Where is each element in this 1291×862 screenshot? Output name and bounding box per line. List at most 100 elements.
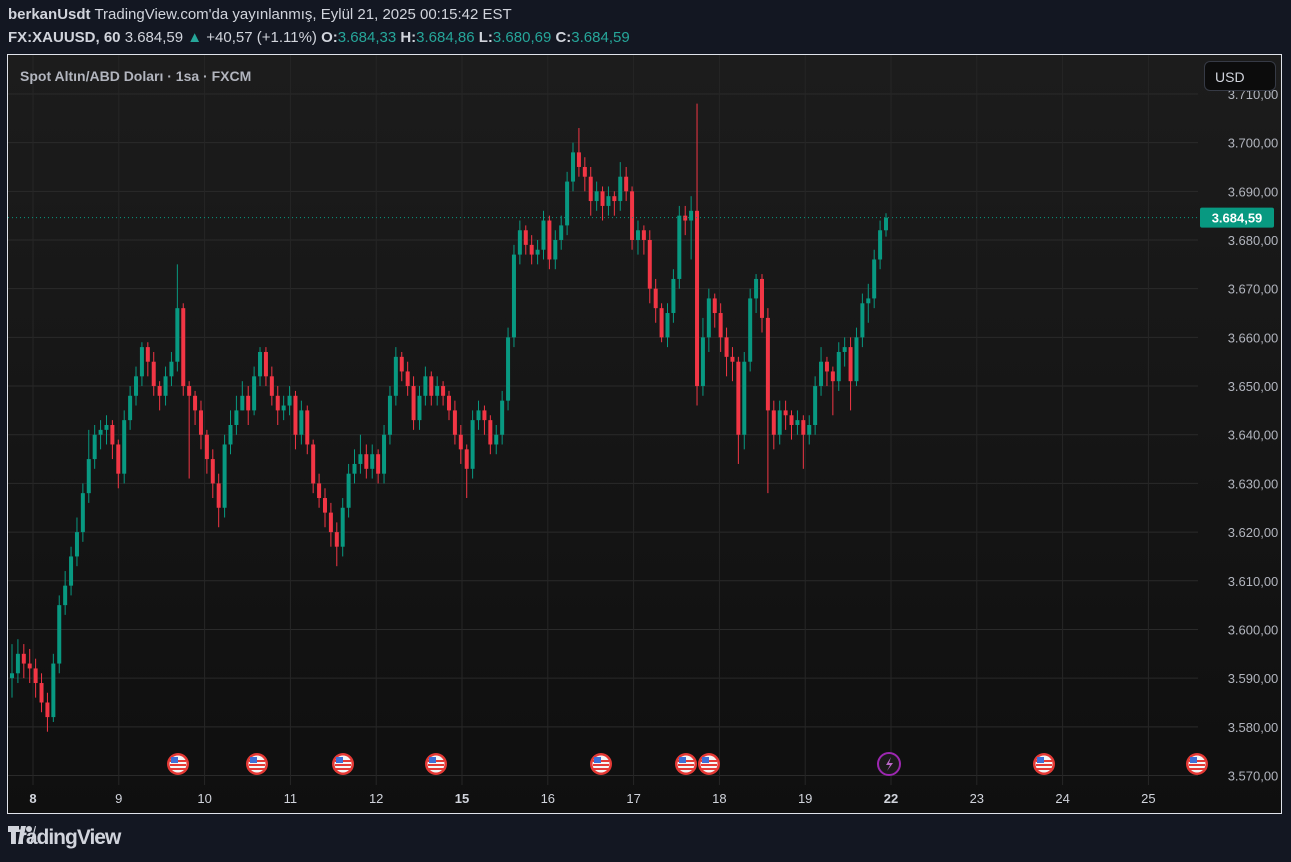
candle-down xyxy=(275,395,280,411)
up-triangle-icon: ▲ xyxy=(187,29,203,46)
candle-down xyxy=(765,317,770,411)
candle-up xyxy=(163,376,168,396)
y-tick-label: 3.620,00 xyxy=(1228,525,1279,540)
author-name: berkanUsdt xyxy=(8,6,91,23)
flag-stripe xyxy=(593,764,609,766)
candle-down xyxy=(198,410,203,435)
candle-up xyxy=(98,429,103,435)
candle-up xyxy=(706,298,711,338)
candle-down xyxy=(482,410,487,421)
candle-up xyxy=(234,410,239,425)
candle-down xyxy=(441,386,446,396)
x-tick-label: 18 xyxy=(712,791,726,806)
candle-down xyxy=(246,395,251,411)
x-tick-label: 10 xyxy=(197,791,211,806)
candle-up xyxy=(63,585,68,606)
candle-down xyxy=(730,356,735,362)
x-tick-label: 19 xyxy=(798,791,812,806)
flag-canton xyxy=(702,757,709,763)
candlestick-chart[interactable]: 3.710,003.700,003.690,003.680,003.670,00… xyxy=(8,55,1283,815)
candle-up xyxy=(417,395,422,421)
candle-up xyxy=(346,473,351,508)
logo-text: TradingView xyxy=(8,826,121,849)
candle-up xyxy=(884,217,888,231)
candle-down xyxy=(695,210,700,387)
candle-down xyxy=(311,444,316,484)
candle-up xyxy=(15,653,20,674)
x-tick-label: 24 xyxy=(1055,791,1069,806)
candle-down xyxy=(659,308,664,338)
chart-title: Spot Altın/ABD Doları · 1sa · FXCM xyxy=(20,68,252,84)
candle-up xyxy=(299,410,304,435)
candle-down xyxy=(269,376,274,396)
candle-down xyxy=(376,454,381,474)
tradingview-logo[interactable]: TradingView xyxy=(8,826,121,850)
candle-up xyxy=(494,434,499,445)
candle-down xyxy=(712,298,717,314)
candle-up xyxy=(423,376,428,396)
candle-down xyxy=(653,288,658,309)
flag-stripe xyxy=(249,764,265,766)
candle-down xyxy=(45,702,50,718)
candle-down xyxy=(830,371,835,382)
candle-down xyxy=(151,361,156,387)
candle-up xyxy=(635,230,640,240)
candle-down xyxy=(464,449,469,469)
candle-down xyxy=(458,434,463,450)
flag-stripe xyxy=(678,764,694,766)
candle-up xyxy=(777,410,782,435)
y-tick-label: 3.600,00 xyxy=(1228,622,1279,637)
candle-up xyxy=(872,259,877,299)
candle-down xyxy=(110,425,115,445)
candle-down xyxy=(612,196,617,202)
flag-stripe xyxy=(249,768,265,770)
candle-down xyxy=(216,483,221,508)
candle-up xyxy=(553,240,558,260)
chart-pane[interactable]: 3.710,00 3.700,00 3.690,00 3.680,00 3.670,00… xyxy=(7,54,1282,814)
symbol-label: FX:XAUUSD, 60 xyxy=(8,29,121,46)
candle-up xyxy=(104,425,109,430)
x-tick-label: 15 xyxy=(455,791,469,806)
candle-down xyxy=(317,483,322,499)
candle-down xyxy=(204,434,209,460)
currency-button[interactable]: USD xyxy=(1204,61,1276,91)
candle-up xyxy=(387,395,392,435)
candle-up xyxy=(541,220,546,250)
candle-up xyxy=(393,356,398,396)
candle-up xyxy=(860,303,865,338)
candle-up xyxy=(511,254,516,338)
candle-down xyxy=(328,512,333,533)
candle-up xyxy=(252,376,257,411)
candle-up xyxy=(819,361,824,387)
flag-stripe xyxy=(335,768,351,770)
candle-up xyxy=(139,347,144,377)
flag-stripe xyxy=(1189,768,1205,770)
publish-info: berkanUsdt TradingView.com'da yayınlanmı… xyxy=(8,6,512,23)
x-tick-label: 12 xyxy=(369,791,383,806)
candle-up xyxy=(169,361,174,377)
candle-up xyxy=(240,395,245,411)
candle-up xyxy=(500,400,505,435)
candle-up xyxy=(618,176,623,202)
candle-up xyxy=(281,405,286,411)
x-tick-label: 9 xyxy=(115,791,122,806)
candle-down xyxy=(181,308,186,387)
candle-up xyxy=(807,425,812,435)
candle-down xyxy=(263,351,268,377)
candle-up xyxy=(358,454,363,464)
flag-canton xyxy=(250,757,257,763)
candle-down xyxy=(116,444,121,474)
candle-down xyxy=(736,361,741,435)
candle-up xyxy=(51,663,56,718)
candle-up xyxy=(813,386,818,425)
candle-up xyxy=(594,191,599,202)
last-price-label: 3.684,59 xyxy=(1212,211,1263,226)
candle-down xyxy=(145,347,150,362)
open-label: O: xyxy=(321,29,338,46)
flag-stripe xyxy=(428,768,444,770)
candle-up xyxy=(69,556,74,586)
tradingview-logo-icon xyxy=(8,826,36,844)
x-tick-label: 25 xyxy=(1141,791,1155,806)
flag-stripe xyxy=(701,768,717,770)
candle-down xyxy=(783,410,788,416)
